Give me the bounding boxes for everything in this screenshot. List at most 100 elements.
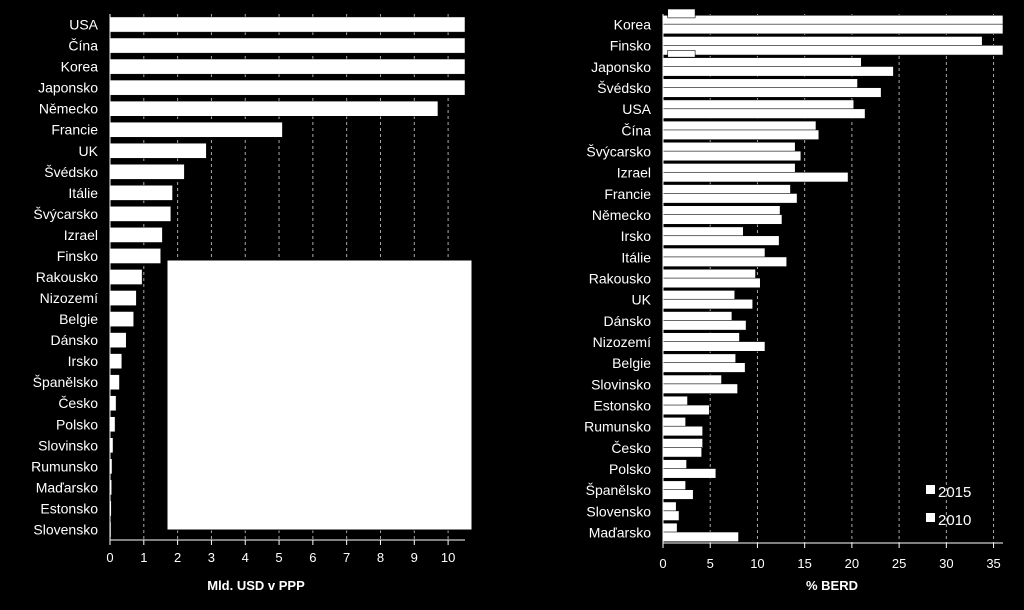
chart1-category-label: Irsko: [68, 353, 99, 369]
chart2-category-label: USA: [622, 101, 651, 117]
chart2-bar-2010: [662, 23, 1004, 35]
chart2-bar-2015: [662, 57, 862, 68]
chart1-bar: [109, 332, 127, 348]
chart1-tick-label: 9: [411, 550, 418, 565]
chart2-tick-label: 0: [659, 556, 666, 571]
legend-swatch-2015: [926, 485, 935, 494]
chart2-bar-2010: [662, 171, 849, 183]
chart1-category-label: Polsko: [56, 416, 98, 432]
chart2-bar-2015: [662, 120, 817, 132]
chart2-category-label: Německo: [592, 207, 651, 223]
chart1-category-label: Estonsko: [40, 500, 98, 516]
chart2-bar-2010: [662, 404, 710, 416]
chart2-bar-2015: [662, 459, 687, 470]
chart2-bar-2015: [662, 395, 688, 407]
chart2-tick-label: 25: [892, 556, 906, 571]
chart1-tick-label: 1: [140, 550, 147, 565]
chart2-category-label: Francie: [604, 186, 651, 202]
chart2-category-label: Čína: [621, 122, 651, 138]
chart2-bar-2010: [662, 425, 703, 437]
chart1-category-label: Slovinsko: [38, 437, 98, 453]
chart1-bar: [109, 100, 439, 117]
chart2-bars: [662, 8, 1004, 543]
chart2-bar-2015: [662, 290, 736, 301]
chart2-bar-2010: [662, 320, 747, 331]
chart2-bar-2010: [662, 447, 703, 458]
chart2-bar-2015: [662, 311, 733, 322]
chart1-category-label: Česko: [58, 395, 98, 411]
chart2-tick-label: 30: [939, 556, 953, 571]
chart2-x-ticks: 0 5 10 15 20 25 30 35: [659, 543, 1001, 571]
chart2-category-label: Japonsko: [591, 59, 651, 75]
chart1-category-label: Švédsko: [44, 164, 98, 180]
chart2-bar-2010: [662, 341, 766, 352]
chart2-bar-2015: [662, 332, 740, 343]
chart1-category-label: Japonsko: [38, 80, 98, 96]
chart1-bar: [109, 395, 117, 412]
chart1-bar: [109, 58, 466, 75]
chart2-bar-2015: [662, 417, 686, 428]
chart2-bar-2010: [662, 531, 739, 543]
chart2-bar-2010: [662, 150, 802, 162]
chart2-bar-2015: [662, 36, 983, 47]
chart2-bar-2010: [662, 489, 694, 500]
chart1-category-label: Dánsko: [51, 332, 99, 348]
chart1-tick-label: 6: [309, 550, 316, 565]
chart1-category-label: Rakousko: [36, 269, 98, 285]
chart1-bar: [109, 248, 161, 264]
chart1-tick-label: 8: [377, 550, 384, 565]
chart1-category-label: Maďarsko: [36, 479, 99, 495]
chart2-bar-2015: [662, 501, 677, 512]
chart2-extra-bar: [667, 50, 696, 58]
chart2-bar-2010: [662, 298, 754, 310]
chart2-bar-2010: [662, 45, 1004, 56]
chart2-bar-2010: [662, 383, 738, 394]
chart2-category-label: Slovinsko: [591, 376, 651, 392]
chart1-bar: [109, 16, 466, 33]
chart2-bar-2010: [662, 87, 882, 98]
chart2-extra-bar: [667, 8, 696, 19]
chart2-category-label: Korea: [614, 17, 652, 33]
chart2-tick-label: 35: [986, 556, 1000, 571]
legend-swatch-2010: [926, 513, 935, 522]
chart2-category-label: Finsko: [610, 38, 651, 54]
chart1-bar: [109, 227, 163, 243]
chart2-bar-2015: [662, 184, 791, 195]
chart2-category-label: Slovensko: [586, 503, 651, 519]
chart2-bar-2015: [662, 438, 703, 449]
chart2-bar-2015: [662, 522, 678, 534]
chart1-category-label: Čína: [68, 38, 98, 54]
legend-label-2010: 2010: [938, 512, 971, 529]
chart2-bar-2010: [662, 277, 761, 289]
chart1-category-label: Rumunsko: [31, 458, 98, 474]
chart-berd-share: Korea Finsko Japonsko Švédsko USA Čína Švýcars…: [584, 8, 1004, 593]
chart2-bar-2015: [662, 353, 737, 364]
chart2-bar-2010: [662, 510, 680, 521]
chart2-category-label: Itálie: [621, 249, 651, 265]
chart1-category-label: Belgie: [59, 311, 98, 327]
chart2-category-labels: Korea Finsko Japonsko Švédsko USA Čína Švýcars…: [584, 17, 652, 541]
chart2-category-label: Belgie: [612, 355, 651, 371]
chart2-bar-2015: [662, 163, 796, 174]
chart1-bar: [109, 206, 172, 222]
chart1-x-ticks: 0 1 2 3 4 5 6 7 8 9 10: [106, 540, 455, 565]
chart2-tick-label: 10: [750, 556, 764, 571]
chart1-bar: [109, 121, 283, 138]
chart1-tick-label: 3: [208, 550, 215, 565]
chart2-bar-2015: [662, 480, 686, 491]
chart2-bar-2015: [662, 99, 855, 110]
chart1-bars: [109, 16, 466, 538]
chart2-bar-2015: [662, 268, 756, 280]
chart2-bar-2015: [662, 247, 766, 259]
chart2-bar-2015: [662, 205, 781, 216]
chart2-tick-label: 15: [797, 556, 811, 571]
chart2-category-label: Irsko: [621, 228, 652, 244]
chart1-category-label: UK: [79, 143, 99, 159]
legend-label-2015: 2015: [938, 484, 971, 501]
chart2-bar-2015: [662, 78, 858, 89]
chart1-tick-label: 7: [343, 550, 350, 565]
chart1-category-label: USA: [69, 17, 98, 33]
chart1-category-labels: USA Čína Korea Japonsko Německo Francie UK Švéd…: [31, 17, 99, 538]
chart2-category-label: Estonsko: [593, 397, 651, 413]
